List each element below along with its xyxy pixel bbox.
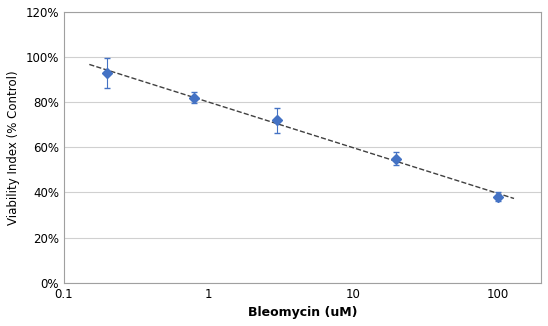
X-axis label: Bleomycin (uM): Bleomycin (uM): [248, 306, 357, 319]
Y-axis label: Viability Index (% Control): Viability Index (% Control): [7, 70, 20, 225]
